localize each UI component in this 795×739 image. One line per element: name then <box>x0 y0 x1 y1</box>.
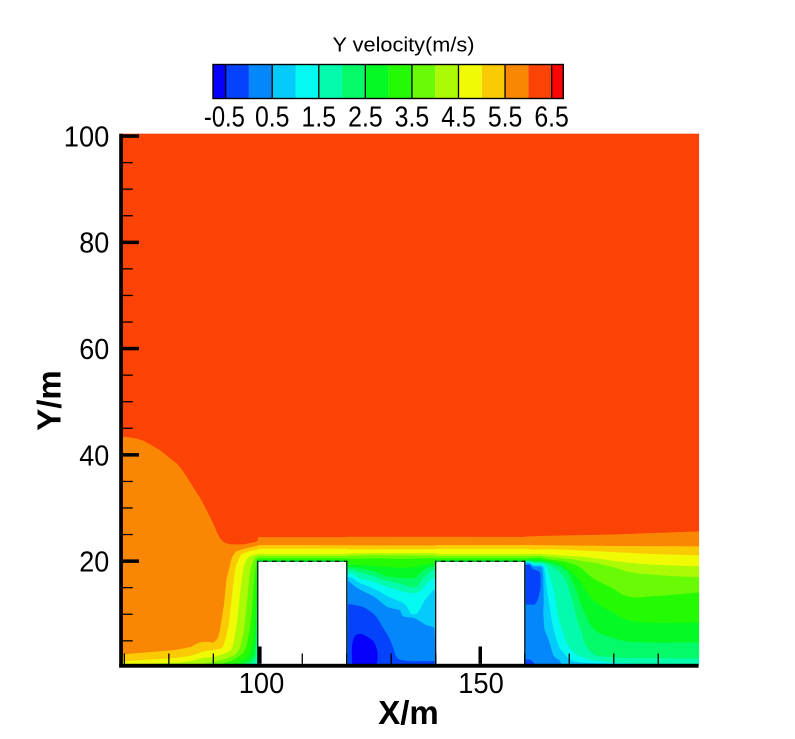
svg-text:100: 100 <box>239 668 285 700</box>
svg-text:X/m: X/m <box>378 694 439 731</box>
svg-text:6.5: 6.5 <box>534 102 569 134</box>
svg-text:0.5: 0.5 <box>255 102 290 134</box>
svg-text:150: 150 <box>458 668 504 700</box>
svg-text:-0.5: -0.5 <box>204 102 245 134</box>
svg-text:2.5: 2.5 <box>348 102 383 134</box>
svg-text:60: 60 <box>79 334 109 366</box>
svg-text:5.5: 5.5 <box>488 102 523 134</box>
svg-text:3.5: 3.5 <box>395 102 430 134</box>
svg-text:20: 20 <box>79 547 109 579</box>
svg-text:40: 40 <box>79 440 109 472</box>
svg-text:Y velocity(m/s): Y velocity(m/s) <box>333 34 475 56</box>
svg-text:1.5: 1.5 <box>302 102 337 134</box>
svg-text:100: 100 <box>64 121 110 153</box>
svg-text:80: 80 <box>79 228 109 260</box>
svg-text:Y/m: Y/m <box>30 370 67 431</box>
svg-text:4.5: 4.5 <box>441 102 476 134</box>
